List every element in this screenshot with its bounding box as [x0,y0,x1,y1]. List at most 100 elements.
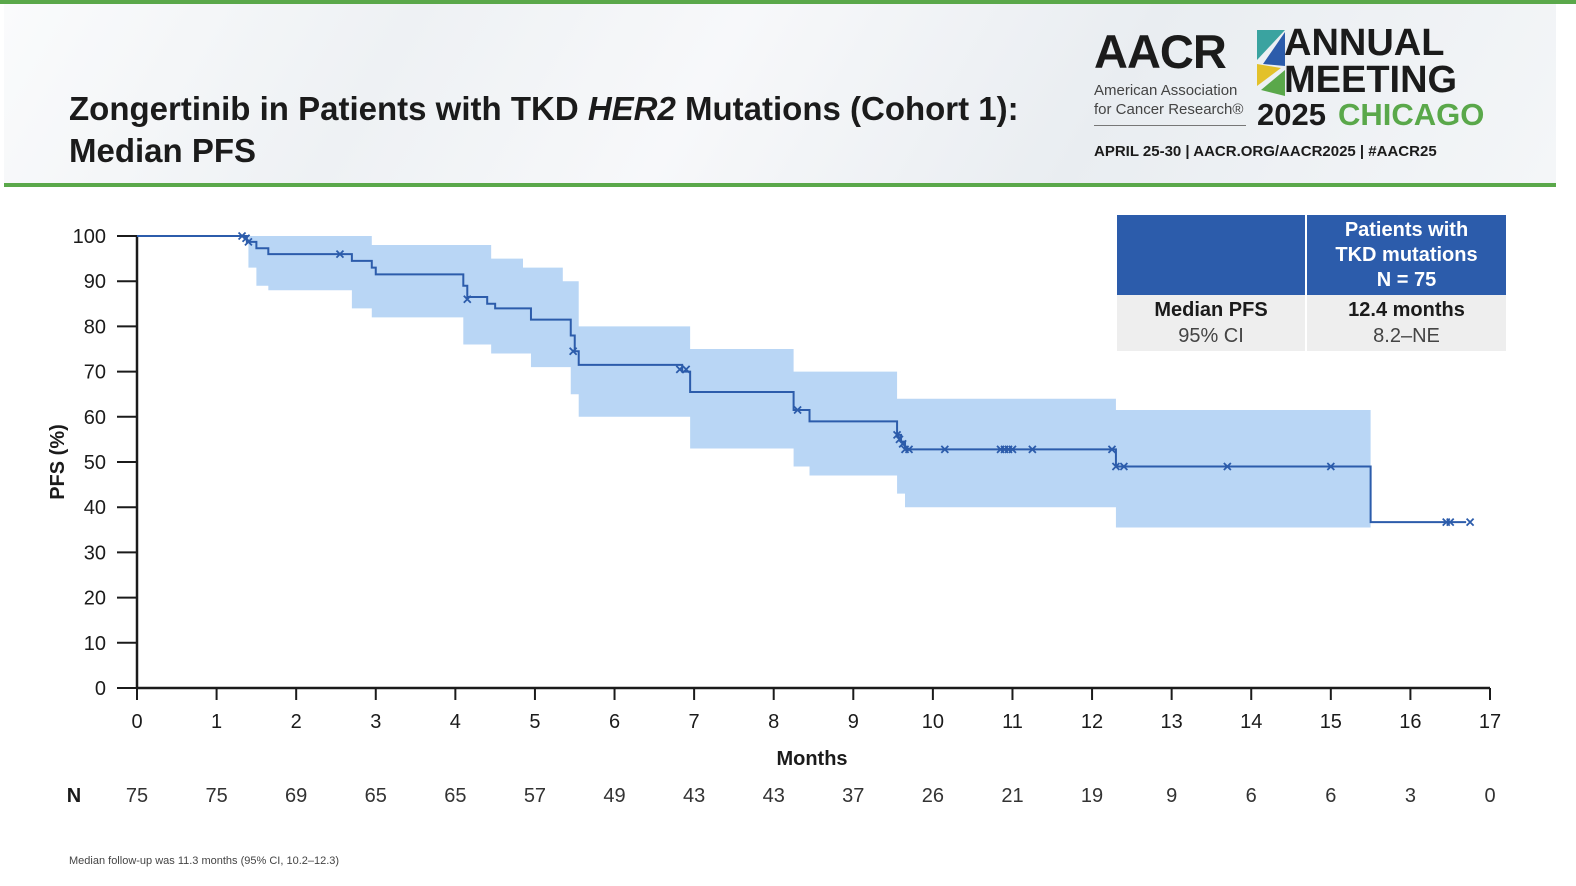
footnote: Median follow-up was 11.3 months (95% CI… [69,855,340,867]
y-tick-label: 20 [84,588,106,610]
y-tick-label: 60 [84,407,106,429]
median-pfs-label: Median PFS [1154,299,1268,321]
censor-mark [335,249,345,259]
censor-mark [1465,517,1475,527]
at-risk-value: 65 [444,785,466,807]
survival-line [137,235,1467,524]
x-tick-label: 7 [689,711,700,733]
summary-header-empty [1117,215,1307,295]
meeting-mark-icon [1257,30,1285,96]
summary-table: Patients with TKD mutations N = 75 Media… [1117,215,1506,351]
at-risk-value: 69 [285,785,307,807]
x-tick-label: 9 [848,711,859,733]
at-risk-value: 6 [1246,785,1257,807]
censor-mark [895,435,904,444]
at-risk-value: 57 [524,785,546,807]
meeting-dates: APRIL 25-30 | AACR.ORG/AACR2025 | #AACR2… [1094,143,1437,160]
at-risk-label: N [67,785,81,807]
censor-mark [892,430,902,440]
logo-divider [1094,125,1246,126]
summary-header-line-1: Patients with [1344,218,1469,241]
association-line-2: for Cancer Research® [1094,101,1244,118]
y-tick-label: 40 [84,497,106,519]
at-risk-value: 65 [365,785,387,807]
at-risk-value: 0 [1484,785,1495,807]
title-text-line2: Median PFS [69,132,257,169]
censor-mark [793,405,802,415]
y-tick-label: 50 [84,452,106,474]
ci-label: 95% CI [1178,325,1244,347]
x-tick-label: 2 [291,711,302,733]
censor-mark [237,231,247,241]
at-risk-row: 75 75 69 65 65 57 49 43 43 37 26 21 19 9 6 6 3 0 [126,785,1496,807]
censor-layer [237,231,1475,527]
meeting-text: MEETING [1284,59,1458,101]
aacr-logo: AACR American Association for Cancer Res… [1094,24,1485,170]
ci-band [137,236,1371,528]
x-tick-label: 13 [1161,711,1183,733]
x-tick-label: 12 [1081,711,1103,733]
association-name: American Association for Cancer Research… [1094,81,1249,119]
at-risk-value: 43 [763,785,785,807]
y-tick-label: 100 [73,226,106,248]
at-risk-value: 49 [603,785,625,807]
slide-header [4,4,1556,184]
x-tick-label: 3 [370,711,381,733]
at-risk-value: 75 [126,785,148,807]
x-tick-label: 8 [768,711,779,733]
summary-header: Patients with TKD mutations N = 75 [1306,215,1506,295]
at-risk-value: 43 [683,785,705,807]
aacr-wordmark: AACR [1094,25,1227,78]
at-risk-value: 37 [842,785,864,807]
censor-mark [1119,462,1129,471]
at-risk-value: 3 [1405,785,1416,807]
censor-mark [1107,445,1117,454]
y-tick-label: 90 [84,271,106,293]
year-text: 2025 [1257,97,1326,132]
annual-text: ANNUAL [1284,22,1445,64]
censor-mark [1446,517,1455,527]
city-text: CHICAGO [1338,97,1485,132]
y-tick-label: 80 [84,316,106,338]
summary-row-label: Median PFS 95% CI [1117,295,1307,351]
censor-mark [1008,445,1017,454]
y-tick-label: 10 [84,633,106,655]
censor-mark [244,237,253,247]
summary-header-line-2: TKD mutations [1335,243,1478,266]
title-text-1: Zongertinib in Patients with TKD [69,90,588,127]
censor-mark [898,439,907,449]
ci-band-layer [137,236,1371,528]
censor-mark [904,445,914,454]
x-axis-label: Months [776,748,847,770]
x-tick-label: 5 [529,711,540,733]
x-tick-label: 17 [1479,711,1501,733]
censor-mark [569,347,578,356]
survival-line-layer [137,235,1467,524]
median-pfs-value: 12.4 months [1348,299,1465,321]
at-risk-value: 9 [1166,785,1177,807]
x-tick-label: 4 [450,711,461,733]
ci-value: 8.2–NE [1373,325,1440,347]
title-text-2: Mutations (Cohort 1): [675,90,1019,127]
at-risk-value: 19 [1081,785,1103,807]
at-risk-value: 26 [922,785,944,807]
x-tick-label: 16 [1399,711,1421,733]
x-tick-label: 10 [922,711,944,733]
x-tick-label: 15 [1320,711,1342,733]
header-divider [4,183,1556,187]
title-text-her2: HER2 [587,90,676,127]
y-axis-label: PFS (%) [47,424,69,500]
top-accent-line [0,0,1576,4]
censor-mark [463,295,472,304]
summary-header-line-3: N = 75 [1376,268,1437,291]
y-tick-label: 30 [84,542,106,564]
x-tick-label: 1 [211,711,222,733]
censor-mark [682,365,691,374]
at-risk-value: 6 [1325,785,1336,807]
y-tick-label: 0 [95,678,106,700]
censor-mark [1028,445,1037,454]
y-tick-label: 70 [84,362,106,384]
censor-mark [675,365,684,374]
